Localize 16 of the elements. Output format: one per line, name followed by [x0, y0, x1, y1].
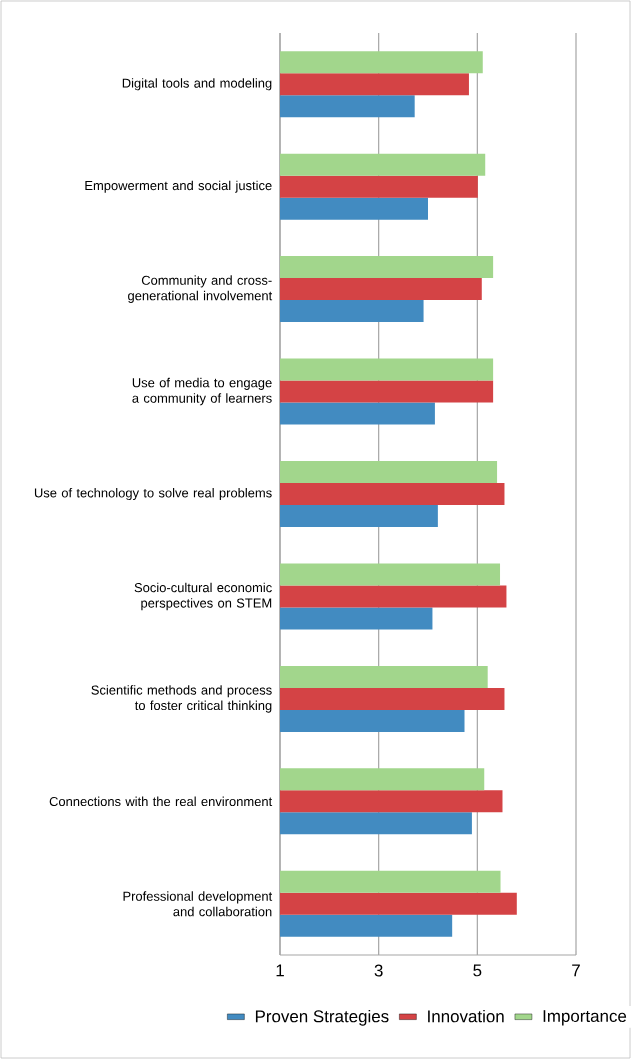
y-tick-label: Connections with the real environment: [49, 796, 273, 807]
y-tick-label: Use of technology to solve real problems: [34, 487, 272, 501]
legend-label: Innovation: [428, 1009, 504, 1023]
legend-label: Proven Strategies: [255, 1009, 389, 1026]
y-tick-label: Community and cross-generational involvement: [128, 275, 273, 303]
y-tick-label: Digital tools and modeling: [122, 78, 272, 91]
x-tick-label: 5: [473, 964, 482, 977]
y-tick-label: Socio-cultural economic perspectives on STEM: [134, 582, 272, 611]
x-tick-label: 3: [374, 964, 383, 977]
y-tick-label: Empowerment and social justice: [85, 180, 272, 193]
y-tick-label: Scientific methods and process to foster critical thinking: [91, 685, 272, 713]
legend-label: Importance: [543, 1010, 627, 1026]
y-tick-label: Use of media to engage a community of learners: [132, 377, 272, 406]
y-tick-label: Professional development and collaboration: [123, 891, 273, 917]
x-tick-label: 7: [572, 964, 580, 977]
x-tick-label: 1: [276, 964, 284, 977]
